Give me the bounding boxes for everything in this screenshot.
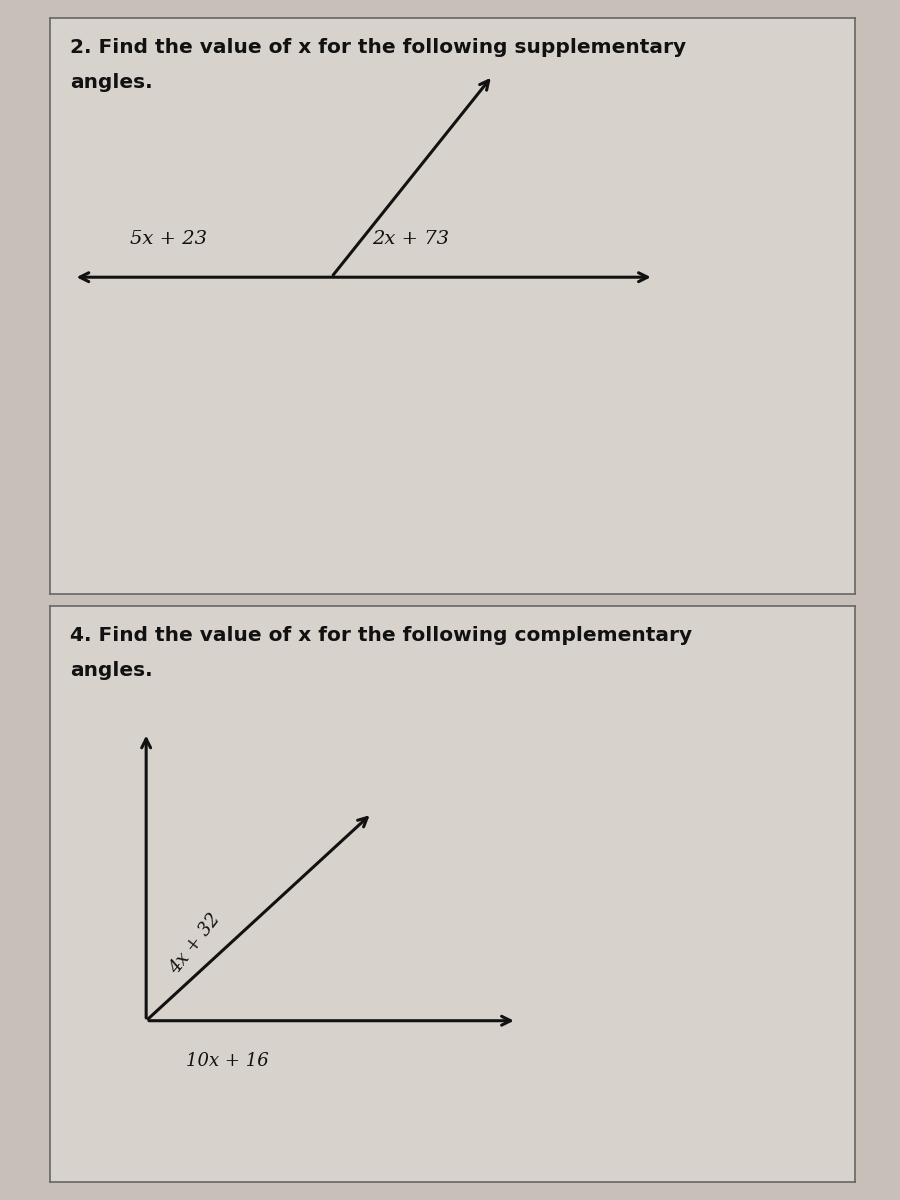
- Text: 10x + 16: 10x + 16: [186, 1052, 269, 1070]
- Text: 4x + 32: 4x + 32: [166, 911, 223, 978]
- Text: 4. Find the value of x for the following complementary: 4. Find the value of x for the following…: [69, 626, 692, 646]
- Text: 2x + 73: 2x + 73: [372, 230, 449, 248]
- Text: 2. Find the value of x for the following supplementary: 2. Find the value of x for the following…: [69, 38, 686, 58]
- Text: angles.: angles.: [69, 73, 152, 91]
- Text: angles.: angles.: [69, 661, 152, 679]
- Text: 5x + 23: 5x + 23: [130, 230, 207, 248]
